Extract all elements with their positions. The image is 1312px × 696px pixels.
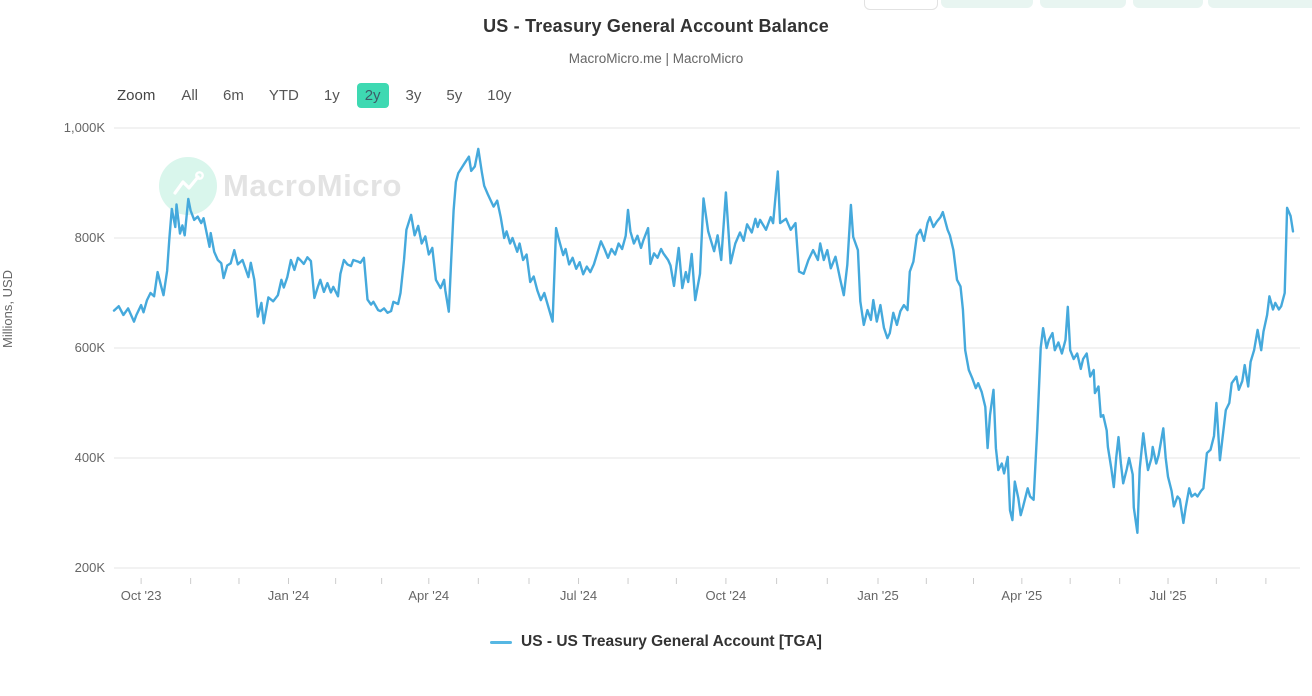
- top-right-button-1[interactable]: [864, 0, 938, 10]
- legend-line-marker: [490, 640, 513, 644]
- legend-label: US - US Treasury General Account [TGA]: [521, 633, 822, 650]
- y-axis-title: Millions, USD: [0, 269, 15, 348]
- tga-series-line: [112, 147, 1295, 534]
- x-tick-label-Oct23: Oct '23: [120, 588, 162, 603]
- top-right-button-2[interactable]: [941, 0, 1033, 8]
- top-right-button-3[interactable]: [1040, 0, 1126, 8]
- x-tick-label-Apr24: Apr '24: [408, 588, 450, 603]
- watermark: MacroMicro: [159, 157, 402, 215]
- x-tick-label-Jul25: Jul '25: [1149, 588, 1187, 603]
- watermark-text: MacroMicro: [223, 168, 402, 203]
- y-tick-label-400K: 400K: [74, 450, 105, 465]
- x-tick-label-Jan24: Jan '24: [267, 588, 310, 603]
- x-tick-label-Oct24: Oct '24: [705, 588, 747, 603]
- top-right-button-5[interactable]: [1208, 0, 1312, 8]
- range-button-6m[interactable]: 6m: [223, 87, 244, 104]
- page-title: US - Treasury General Account Balance: [483, 16, 829, 36]
- zoom-label: Zoom: [117, 87, 156, 104]
- range-button-5y[interactable]: 5y: [446, 87, 463, 104]
- x-tick-label-Jan25: Jan '25: [857, 588, 899, 603]
- y-tick-label-600K: 600K: [74, 340, 105, 355]
- page-subtitle: MacroMicro.me | MacroMicro: [568, 51, 744, 66]
- x-tick-label-Apr25: Apr '25: [1001, 588, 1043, 603]
- range-button-1y[interactable]: 1y: [323, 87, 340, 104]
- y-tick-label-200K: 200K: [74, 560, 105, 575]
- range-buttons-group: All 6m YTD 1y 2y 3y 5y 10y: [173, 83, 528, 108]
- y-tick-label-1,000K: 1,000K: [63, 120, 105, 135]
- top-right-button-4[interactable]: [1133, 0, 1203, 8]
- range-toolbar: Zoom All 6m YTD 1y 2y 3y 5y 10y: [117, 83, 528, 108]
- y-tick-label-800K: 800K: [74, 230, 105, 245]
- range-button-ytd[interactable]: YTD: [268, 87, 299, 104]
- range-button-all[interactable]: All: [181, 87, 199, 104]
- range-button-3y[interactable]: 3y: [405, 87, 422, 104]
- x-tick-label-Jul24: Jul '24: [559, 588, 598, 603]
- range-button-2y[interactable]: 2y: [356, 83, 389, 108]
- legend-item-tga[interactable]: US - US Treasury General Account [TGA]: [0, 633, 1312, 651]
- range-button-10y[interactable]: 10y: [487, 87, 512, 104]
